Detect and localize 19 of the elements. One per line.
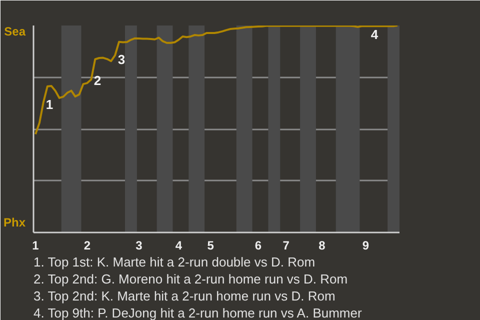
- x-tick-label: 1: [32, 238, 40, 252]
- x-tick-label: 7: [282, 238, 290, 252]
- annotation: 2: [94, 73, 102, 88]
- annotation: 4: [370, 27, 379, 42]
- x-tick-label: 4: [175, 238, 182, 252]
- text: 4. Top 9th: P. DeJong hit a 2-run home run vs A. Bummer: [34, 306, 362, 320]
- text: 1. Top 1st: K. Marte hit a 2-run double vs D. Rom: [34, 254, 316, 270]
- x-tick-label: 5: [207, 238, 214, 252]
- x-tick-label: 2: [84, 238, 91, 252]
- annotation: 3: [118, 52, 126, 67]
- x-tick-label: 6: [254, 238, 262, 252]
- text: Sea: [4, 24, 26, 39]
- annotation: 1: [46, 97, 54, 112]
- x-tick-label: 9: [362, 238, 370, 252]
- text: 3. Top 2nd: K. Marte hit a 2-run home run vs D. Rom: [34, 288, 336, 304]
- x-tick-label: 3: [136, 238, 143, 252]
- text: Phx: [3, 215, 26, 230]
- x-tick-label: 8: [318, 238, 326, 252]
- text: 2. Top 2nd: G. Moreno hit a 2-run home run vs D. Rom: [34, 272, 348, 286]
